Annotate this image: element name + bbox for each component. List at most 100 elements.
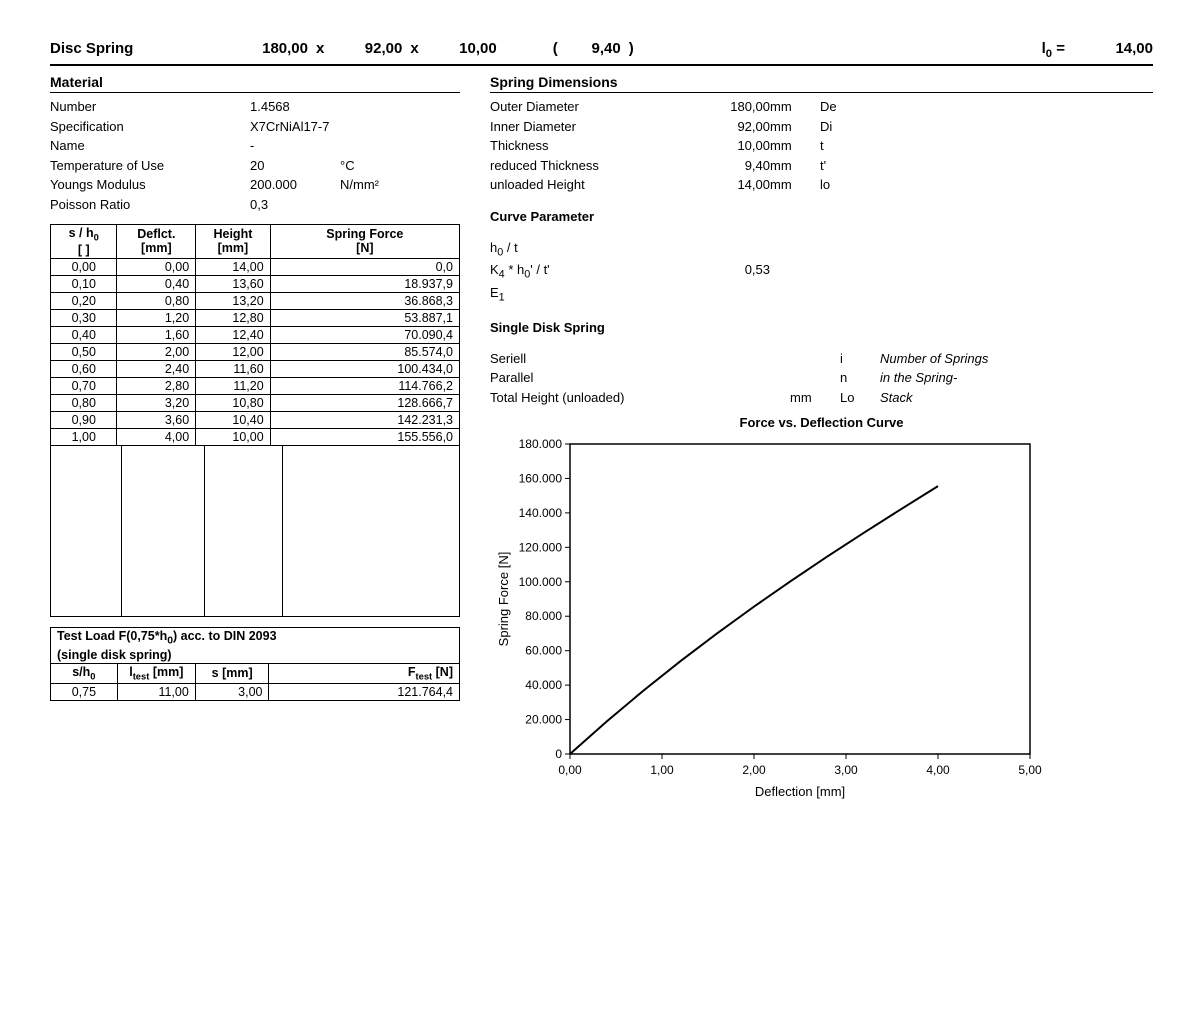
kv-label: Temperature of Use bbox=[50, 156, 250, 176]
kv-symbol: n bbox=[840, 368, 880, 388]
curve-param-row: E1 bbox=[490, 283, 1153, 306]
kv-unit: mm bbox=[770, 117, 820, 137]
kv-unit bbox=[790, 368, 840, 388]
svg-text:20.000: 20.000 bbox=[525, 713, 562, 727]
table-cell: 12,80 bbox=[196, 309, 270, 326]
material-heading: Material bbox=[50, 74, 460, 93]
table-cell: 100.434,0 bbox=[270, 360, 459, 377]
dim-t: 10,00 bbox=[427, 40, 497, 57]
table-cell: 11,00 bbox=[117, 683, 195, 700]
kv-label: Number bbox=[50, 97, 250, 117]
table-row: 0,702,8011,20114.766,2 bbox=[51, 377, 460, 394]
kv-value: 1.4568 bbox=[250, 97, 340, 117]
kv-label: Seriell bbox=[490, 349, 730, 369]
test-load-title: Test Load F(0,75*h0) acc. to DIN 2093 bbox=[51, 627, 460, 647]
svg-text:Spring Force [N]: Spring Force [N] bbox=[496, 552, 511, 647]
kv-value: 10,00 bbox=[690, 136, 770, 156]
table-cell: 0,00 bbox=[117, 258, 196, 275]
svg-text:120.000: 120.000 bbox=[519, 541, 563, 555]
table-cell: 0,70 bbox=[51, 377, 117, 394]
header-row: Disc Spring 180,00 x 92,00 x 10,00 ( 9,4… bbox=[50, 40, 1153, 66]
table-cell: 70.090,4 bbox=[270, 326, 459, 343]
table-row: 0,903,6010,40142.231,3 bbox=[51, 411, 460, 428]
kv-symbol: t bbox=[820, 136, 860, 156]
table-cell: 11,20 bbox=[196, 377, 270, 394]
table-row: 0,000,0014,000,0 bbox=[51, 258, 460, 275]
dim-di: 92,00 bbox=[332, 40, 402, 57]
svg-text:4,00: 4,00 bbox=[926, 763, 950, 777]
table-cell: 0,30 bbox=[51, 309, 117, 326]
kv-value bbox=[730, 349, 790, 369]
svg-text:180.000: 180.000 bbox=[519, 437, 563, 451]
curve-param-row: K4 * h0' / t'0,53 bbox=[490, 260, 1153, 283]
svg-text:60.000: 60.000 bbox=[525, 644, 562, 658]
kv-unit bbox=[340, 195, 400, 215]
kv-label: unloaded Height bbox=[490, 175, 690, 195]
kv-label: K4 * h0' / t' bbox=[490, 260, 690, 283]
svg-text:2,00: 2,00 bbox=[742, 763, 766, 777]
table-cell: 0,40 bbox=[117, 275, 196, 292]
kv-value: 0,53 bbox=[690, 260, 770, 283]
table-cell: 0,50 bbox=[51, 343, 117, 360]
test-load-th: s [mm] bbox=[195, 664, 269, 684]
material-row: Poisson Ratio0,3 bbox=[50, 195, 460, 215]
kv-label: Specification bbox=[50, 117, 250, 137]
kv-value: 180,00 bbox=[690, 97, 770, 117]
single-disk-block: Seriell iNumber of SpringsParallelnin the… bbox=[490, 349, 1153, 408]
svg-text:160.000: 160.000 bbox=[519, 472, 563, 486]
svg-text:100.000: 100.000 bbox=[519, 575, 563, 589]
kv-label: E1 bbox=[490, 283, 690, 306]
dim-tp: 9,40 bbox=[566, 40, 621, 57]
kv-unit: °C bbox=[340, 156, 400, 176]
svg-text:1,00: 1,00 bbox=[650, 763, 674, 777]
table-cell: 10,40 bbox=[196, 411, 270, 428]
table-row: 1,004,0010,00155.556,0 bbox=[51, 428, 460, 445]
svg-text:40.000: 40.000 bbox=[525, 679, 562, 693]
table-cell: 0,80 bbox=[51, 394, 117, 411]
table-cell: 0,80 bbox=[117, 292, 196, 309]
th-force: Spring Force[N] bbox=[270, 225, 459, 259]
kv-value: - bbox=[250, 136, 340, 156]
kv-unit: mm bbox=[790, 388, 840, 408]
dim-de: 180,00 bbox=[238, 40, 308, 57]
svg-text:3,00: 3,00 bbox=[834, 763, 858, 777]
kv-unit bbox=[790, 349, 840, 369]
force-deflection-chart: 0 20.000 40.000 60.000 80.000 100.000 120.000 1… bbox=[490, 434, 1153, 847]
table-cell: 3,60 bbox=[117, 411, 196, 428]
material-row: Youngs Modulus200.000N/mm² bbox=[50, 175, 460, 195]
table-cell: 2,00 bbox=[117, 343, 196, 360]
table-cell: 0,60 bbox=[51, 360, 117, 377]
table-cell: 2,40 bbox=[117, 360, 196, 377]
kv-label: Outer Diameter bbox=[490, 97, 690, 117]
table-cell: 13,20 bbox=[196, 292, 270, 309]
table-cell: 18.937,9 bbox=[270, 275, 459, 292]
material-row: Number1.4568 bbox=[50, 97, 460, 117]
material-row: Name- bbox=[50, 136, 460, 156]
table-row: 0,100,4013,6018.937,9 bbox=[51, 275, 460, 292]
table-cell: 128.666,7 bbox=[270, 394, 459, 411]
svg-text:80.000: 80.000 bbox=[525, 610, 562, 624]
spring-dims-heading: Spring Dimensions bbox=[490, 74, 1153, 93]
table-cell: 10,80 bbox=[196, 394, 270, 411]
single-disk-row: Parallelnin the Spring- bbox=[490, 368, 1153, 388]
table-cell: 12,40 bbox=[196, 326, 270, 343]
kv-value: 0,3 bbox=[250, 195, 340, 215]
table-cell: 1,00 bbox=[51, 428, 117, 445]
kv-extra: Number of Springs bbox=[880, 349, 1153, 369]
kv-value: X7CrNiAl17-7 bbox=[250, 117, 340, 137]
deflection-table: s / h0[ ] Deflct.[mm] Height[mm] Spring … bbox=[50, 224, 460, 446]
kv-unit: mm bbox=[770, 156, 820, 176]
svg-text:Deflection [mm]: Deflection [mm] bbox=[755, 784, 845, 799]
material-row: Temperature of Use20°C bbox=[50, 156, 460, 176]
kv-extra: in the Spring- bbox=[880, 368, 1153, 388]
svg-text:0: 0 bbox=[555, 747, 562, 761]
kv-label: Name bbox=[50, 136, 250, 156]
kv-label: Inner Diameter bbox=[490, 117, 690, 137]
table-cell: 114.766,2 bbox=[270, 377, 459, 394]
kv-symbol: i bbox=[840, 349, 880, 369]
table-cell: 142.231,3 bbox=[270, 411, 459, 428]
chart-title: Force vs. Deflection Curve bbox=[490, 415, 1153, 430]
test-load-th: ltest [mm] bbox=[117, 664, 195, 684]
spring-dim-row: Inner Diameter92,00mmDi bbox=[490, 117, 1153, 137]
kv-label: Poisson Ratio bbox=[50, 195, 250, 215]
